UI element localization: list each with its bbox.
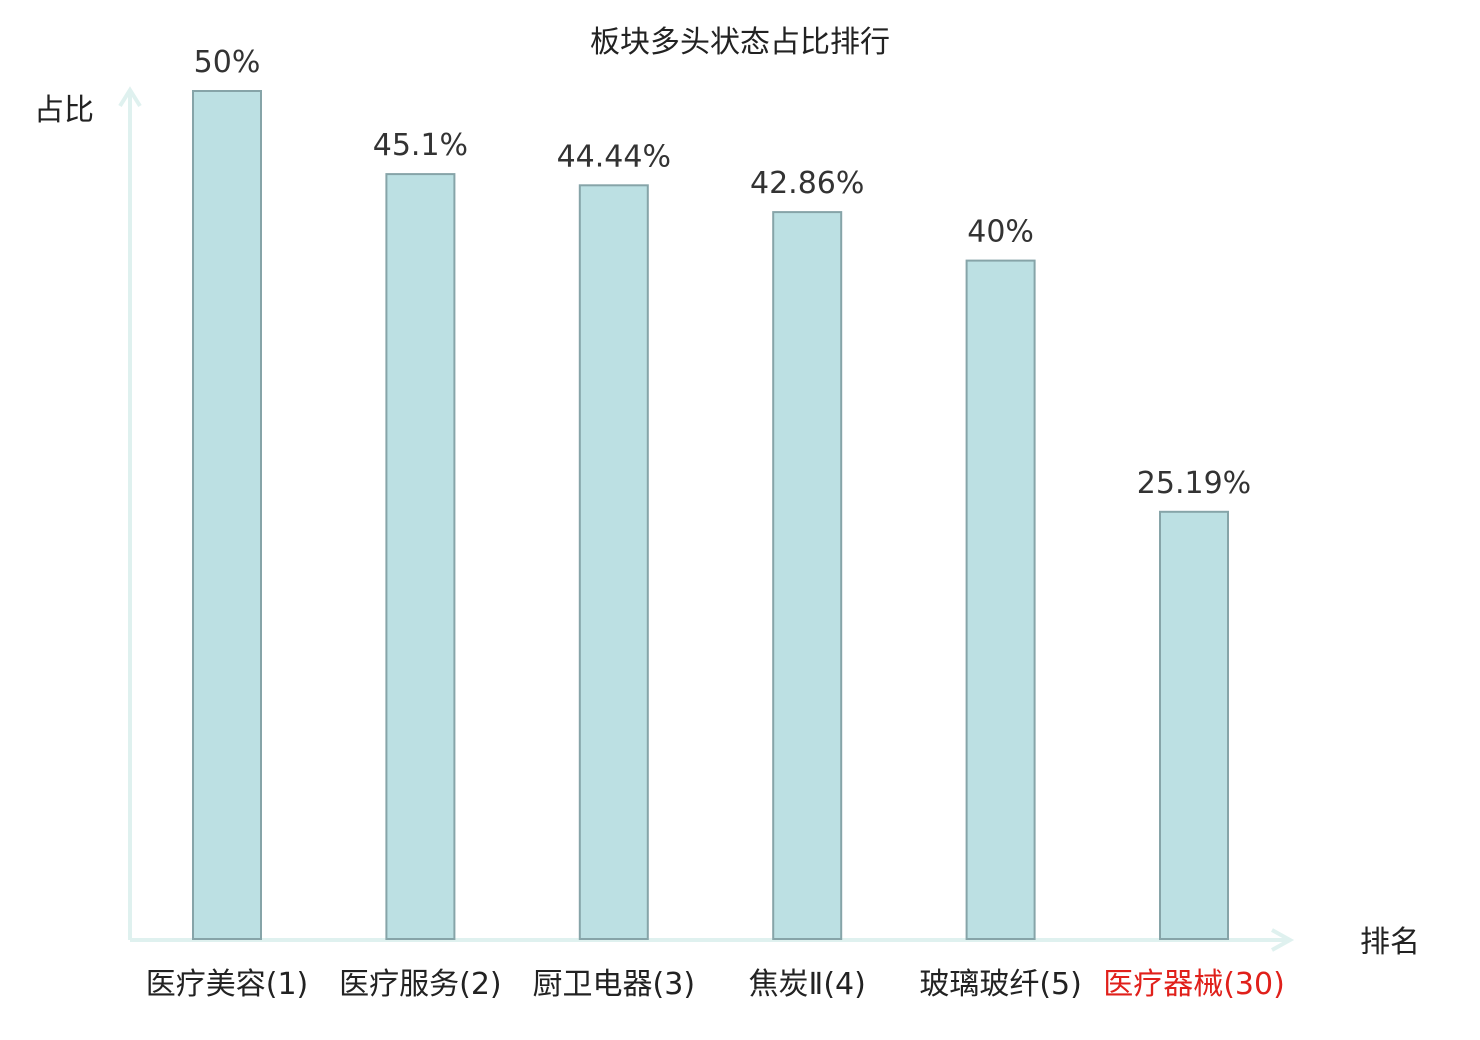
x-tick-rank: (5) [1039,967,1082,1002]
x-tick-label: 焦炭Ⅱ(4) [749,967,866,1002]
bar-value-label: 50% [194,45,261,80]
x-tick-name: 医疗器械 [1103,967,1223,1002]
x-tick-rank: (2) [459,967,502,1002]
x-tick-label: 医疗器械(30) [1103,967,1285,1002]
x-axis-label: 排名 [1360,925,1420,960]
bar [965,259,1036,941]
x-tick-label: 医疗美容(1) [146,967,309,1002]
x-tick-label: 医疗服务(2) [339,967,502,1002]
bar [1159,510,1229,940]
bar-value-label: 44.44% [557,139,671,174]
bar-value-label: 25.19% [1137,466,1251,501]
x-tick-rank: (1) [266,967,309,1002]
bar-value-label: 40% [967,215,1034,250]
y-axis-label: 占比 [34,93,94,128]
value-labels-group: 50% 45.1% 44.44% 42.86% 40% 25.19% [194,45,1252,501]
x-tick-rank: (3) [653,967,696,1002]
bar [385,173,456,941]
x-tick-name: 焦炭Ⅱ [749,967,824,1002]
bars-group [192,90,1229,941]
x-tick-label: 玻璃玻纤(5) [919,967,1082,1002]
x-axis-arrow-icon [1271,928,1295,952]
bar [772,211,843,941]
category-labels-group: 医疗美容(1) 医疗服务(2) 厨卫电器(3) 焦炭Ⅱ(4) 玻璃玻纤(5) 医疗器械(3… [146,967,1285,1002]
bar-value-label: 42.86% [750,166,864,201]
bar-value-label: 45.1% [373,128,468,163]
x-tick-label: 厨卫电器(3) [533,967,696,1002]
x-tick-name: 厨卫电器 [533,967,653,1002]
x-tick-name: 医疗服务 [339,967,459,1002]
bar [192,90,262,940]
bar [578,184,649,941]
y-axis-arrow-icon [118,86,142,108]
x-tick-name: 玻璃玻纤 [919,967,1039,1002]
x-tick-rank: (30) [1223,967,1285,1002]
chart-title: 板块多头状态占比排行 [590,25,890,60]
x-tick-rank: (4) [823,967,866,1002]
x-tick-name: 医疗美容 [146,967,266,1002]
